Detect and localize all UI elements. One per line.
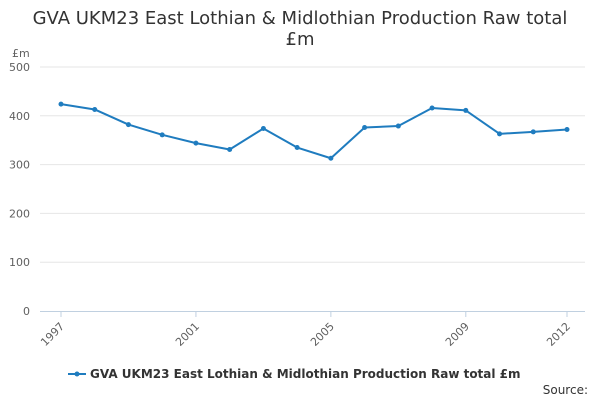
data-point-2005[interactable] — [328, 155, 334, 161]
source-label: Source: — [543, 383, 588, 397]
x-tick-label-2012: 2012 — [544, 320, 573, 349]
series-line-0 — [60, 103, 568, 160]
gridlines — [40, 66, 585, 263]
legend[interactable]: GVA UKM23 East Lothian & Midlothian Prod… — [68, 367, 521, 381]
x-axis: 1997 2001 2005 2009 2012 — [38, 311, 585, 349]
y-tick-label-100: 100 — [9, 256, 30, 269]
y-axis-ticks: 0 100 200 300 400 500 — [9, 61, 30, 318]
data-point-1998[interactable] — [92, 106, 98, 112]
y-axis-unit: £m — [12, 47, 30, 60]
legend-marker — [74, 371, 80, 377]
y-tick-label-500: 500 — [9, 61, 30, 74]
data-point-2011[interactable] — [530, 129, 536, 135]
data-point-1999[interactable] — [125, 122, 131, 128]
y-tick-label-400: 400 — [9, 110, 30, 123]
chart-title-line-2: £m — [286, 29, 315, 50]
data-point-2004[interactable] — [294, 145, 300, 151]
x-tick-label-2009: 2009 — [443, 320, 472, 349]
legend-label: GVA UKM23 East Lothian & Midlothian Prod… — [90, 367, 521, 381]
data-point-2009[interactable] — [463, 107, 469, 113]
data-point-1997[interactable] — [58, 101, 64, 107]
data-point-2008[interactable] — [429, 105, 435, 111]
x-tick-label-2005: 2005 — [308, 320, 337, 349]
chart-title-line-1: GVA UKM23 East Lothian & Midlothian Prod… — [33, 8, 568, 29]
data-point-2000[interactable] — [159, 132, 165, 138]
data-point-2001[interactable] — [193, 140, 199, 146]
data-point-2007[interactable] — [395, 123, 401, 129]
y-tick-label-300: 300 — [9, 159, 30, 172]
y-tick-label-0: 0 — [23, 305, 30, 318]
data-point-2003[interactable] — [260, 125, 266, 131]
data-point-2006[interactable] — [362, 125, 368, 131]
data-point-2002[interactable] — [227, 146, 233, 152]
data-point-2010[interactable] — [497, 131, 503, 137]
data-point-2012[interactable] — [564, 126, 570, 132]
x-tick-label-1997: 1997 — [38, 320, 67, 349]
y-tick-label-200: 200 — [9, 207, 30, 220]
x-tick-label-2001: 2001 — [173, 320, 202, 349]
series-group — [58, 101, 570, 161]
